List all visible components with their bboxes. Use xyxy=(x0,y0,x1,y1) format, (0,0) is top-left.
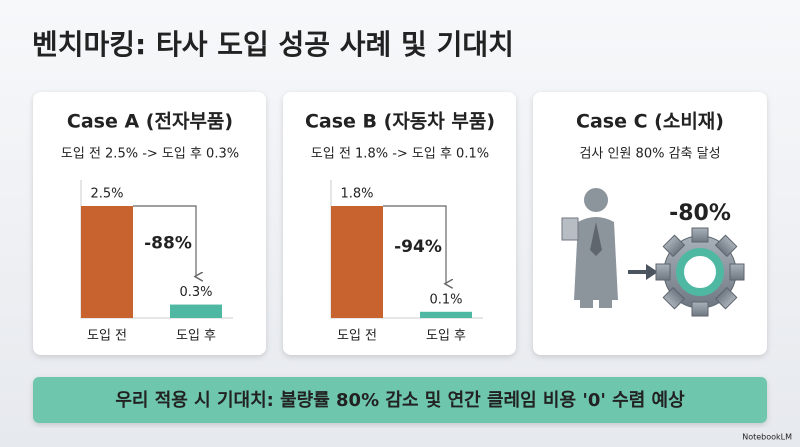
arrow-head xyxy=(646,264,658,280)
charts: Case A (전자부품) 도입 전 2.5% -> 도입 후 0.3% 2.5% 도… xyxy=(61,111,495,344)
brand: NotebookLM xyxy=(742,433,792,442)
banner xyxy=(33,377,767,423)
category-label: 도입 후 xyxy=(426,329,466,344)
gear-icon xyxy=(655,227,745,317)
banner-text: 우리 적용 시 기대치: 불량률 80% 감소 및 연간 클레임 비용 '0' … xyxy=(115,390,685,411)
inspector-icon xyxy=(561,188,618,308)
annotation: -80% xyxy=(669,201,731,226)
value-label: 2.5% xyxy=(90,187,123,202)
card-title: Case C (소비재) xyxy=(576,111,724,133)
value-label: 1.8% xyxy=(340,187,373,202)
card-subtitle: 도입 전 1.8% -> 도입 후 0.1% xyxy=(311,147,489,162)
value-label: 0.3% xyxy=(179,285,212,300)
bar xyxy=(331,206,383,318)
category-label: 도입 전 xyxy=(337,329,377,344)
card-title: Case B (자동차 부품) xyxy=(305,111,495,133)
bar xyxy=(81,206,133,318)
card-title: Case A (전자부품) xyxy=(67,111,233,133)
card-subtitle: 도입 전 2.5% -> 도입 후 0.3% xyxy=(61,147,239,162)
bar xyxy=(420,311,472,318)
bar xyxy=(170,304,222,318)
value-label: 0.1% xyxy=(429,292,462,307)
category-label: 도입 후 xyxy=(176,329,216,344)
slide-title: 벤치마킹: 타사 도입 성공 사례 및 기대치 xyxy=(32,28,514,61)
card-subtitle: 검사 인원 80% 감축 달성 xyxy=(579,147,720,162)
category-label: 도입 전 xyxy=(87,329,127,344)
annotation: -88% xyxy=(144,233,192,253)
change-arrow xyxy=(383,205,446,284)
annotation: -94% xyxy=(394,237,442,257)
change-arrow xyxy=(133,205,196,277)
